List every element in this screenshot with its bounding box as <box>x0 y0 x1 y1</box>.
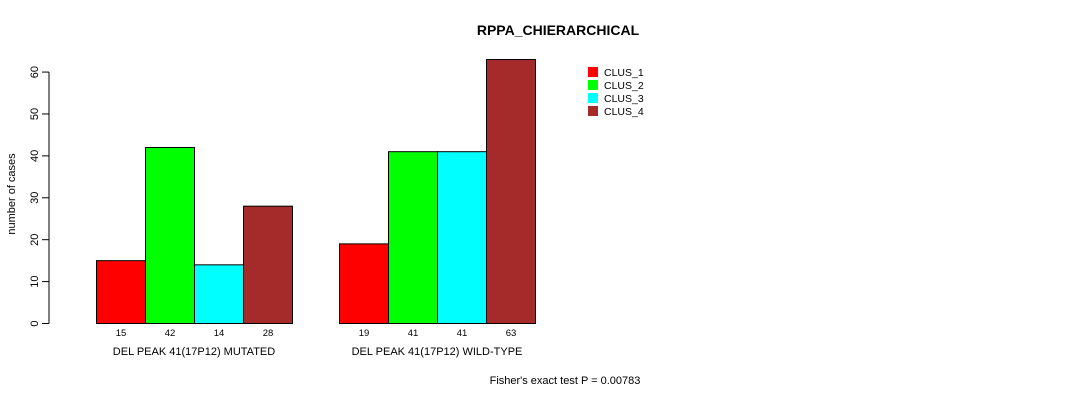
fisher-test-footnote: Fisher's exact test P = 0.00783 <box>490 375 641 387</box>
legend-label: CLUS_2 <box>604 80 644 92</box>
bar-value-label: 42 <box>165 328 176 339</box>
y-tick-label: 60 <box>29 66 41 78</box>
bar-clus-4 <box>486 59 536 324</box>
legend-label: CLUS_1 <box>604 67 644 79</box>
y-tick-label: 20 <box>29 234 41 246</box>
bar-clus-1 <box>339 243 389 324</box>
y-tick-label: 10 <box>29 275 41 287</box>
chart-title: RPPA_CHIERARCHICAL <box>477 22 640 38</box>
legend-swatch <box>588 93 598 103</box>
legend-label: CLUS_4 <box>604 106 644 118</box>
bar-value-label: 14 <box>214 328 225 339</box>
bars <box>96 59 536 325</box>
bar-value-label: 28 <box>263 328 274 339</box>
bar-value-label: 63 <box>506 328 517 339</box>
bar-value-label: 41 <box>457 328 468 339</box>
bar-clus-2 <box>145 147 195 324</box>
group-label: DEL PEAK 41(17P12) WILD-TYPE <box>352 346 523 358</box>
y-tick-label: 50 <box>29 108 41 120</box>
bar-value-label: 15 <box>116 328 127 339</box>
bar-value-labels: 15 42 14 28 19 41 41 63 <box>116 328 517 339</box>
bar-clus-3 <box>437 151 487 324</box>
bar-clus-3 <box>194 264 244 325</box>
y-tick-label: 40 <box>29 150 41 162</box>
group-labels: DEL PEAK 41(17P12) MUTATED DEL PEAK 41(17… <box>113 346 523 358</box>
legend-swatch <box>588 106 598 116</box>
bar-clus-1 <box>96 260 146 324</box>
bar-value-label: 19 <box>359 328 370 339</box>
y-tick-label: 30 <box>29 192 41 204</box>
y-axis-label: number of cases <box>6 153 18 235</box>
legend-swatch <box>588 80 598 90</box>
bar-clus-2 <box>388 151 438 324</box>
legend-swatch <box>588 67 598 77</box>
group-label: DEL PEAK 41(17P12) MUTATED <box>113 346 275 358</box>
legend-label: CLUS_3 <box>604 93 644 105</box>
bar-clus-4 <box>243 205 293 325</box>
bar-value-label: 41 <box>408 328 419 339</box>
y-tick-label: 0 <box>29 320 41 326</box>
y-axis: 0 10 20 30 40 50 60 <box>29 66 50 327</box>
